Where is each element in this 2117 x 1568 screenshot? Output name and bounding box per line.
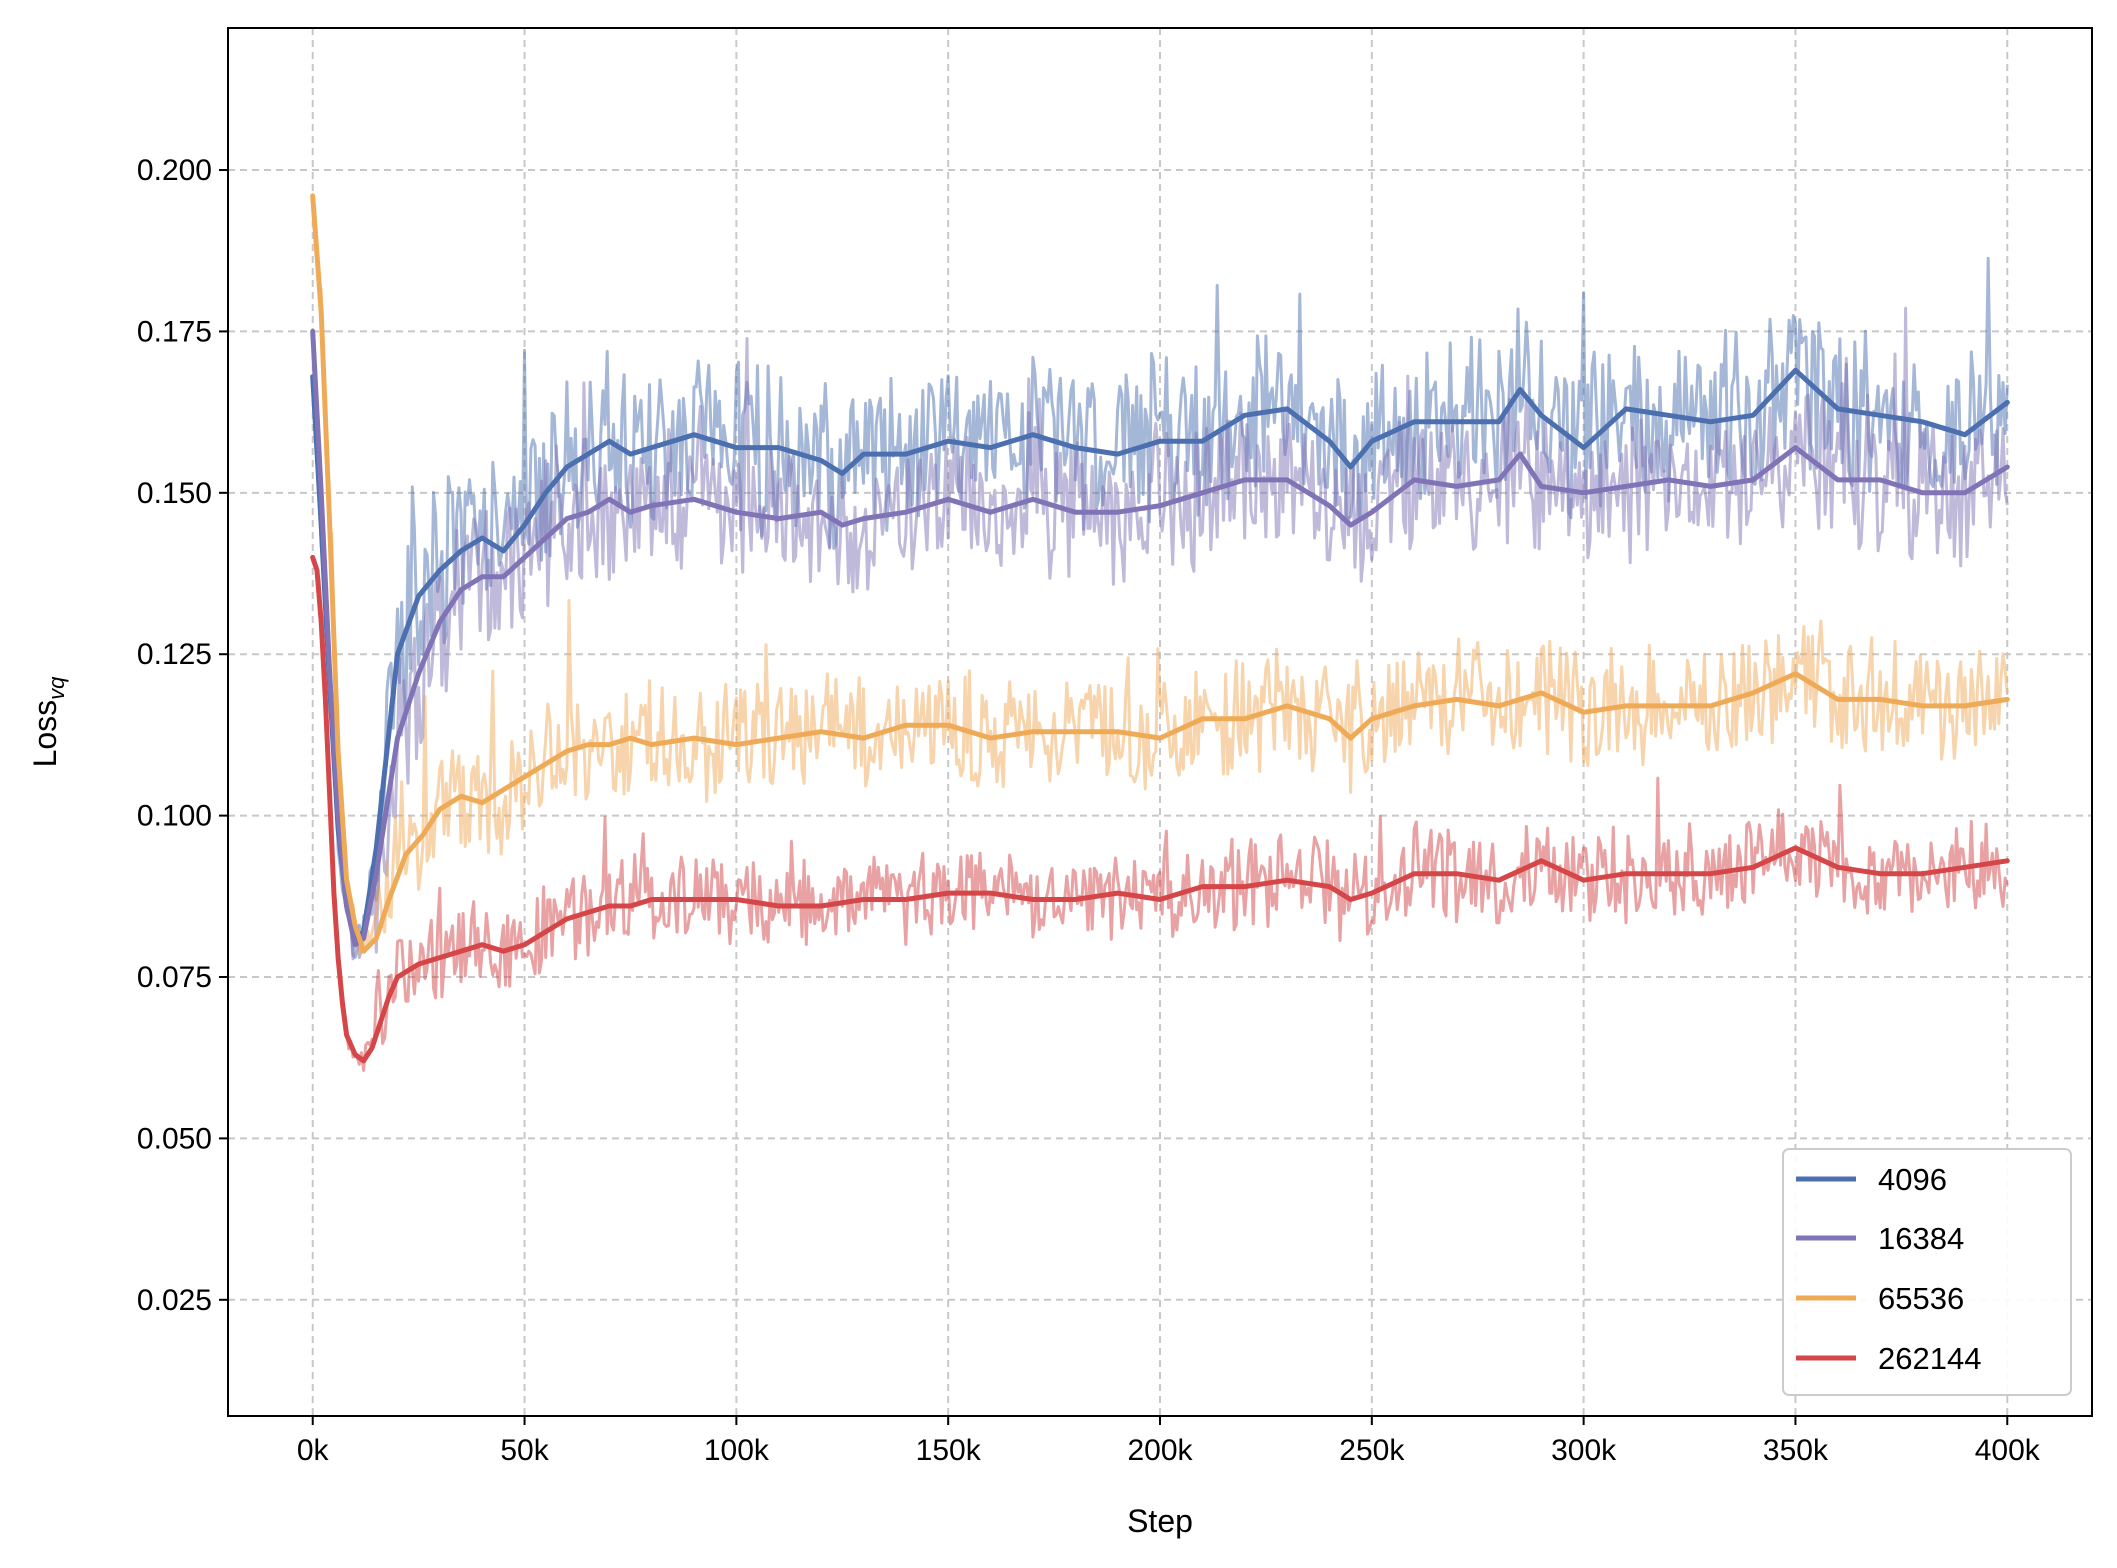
x-tick-label: 300k: [1551, 1434, 1617, 1467]
legend-label: 16384: [1878, 1221, 1964, 1256]
y-tick-label: 0.050: [137, 1122, 212, 1155]
y-tick-label: 0.075: [137, 961, 212, 994]
legend-item: 16384: [1796, 1221, 1964, 1256]
y-axis-title: Lossvq: [27, 676, 69, 768]
x-tick-label: 400k: [1975, 1434, 2041, 1467]
x-tick-label: 50k: [500, 1434, 549, 1467]
x-axis-title: Step: [1127, 1503, 1193, 1539]
smoothed-series-line: [310, 554, 2010, 1064]
legend-label: 65536: [1878, 1281, 1964, 1316]
smoothed-series-line: [310, 328, 2010, 948]
x-tick-label: 200k: [1127, 1434, 1193, 1467]
legend-item: 4096: [1796, 1162, 1947, 1197]
x-tick-label: 100k: [704, 1434, 770, 1467]
y-tick-label: 0.150: [137, 477, 212, 510]
y-tick-label: 0.025: [137, 1284, 212, 1317]
legend-label: 4096: [1878, 1162, 1947, 1197]
raw-series-line: [311, 306, 2009, 961]
raw-series-layer: [311, 205, 2009, 1072]
y-tick-label: 0.200: [137, 154, 212, 187]
legend: 4096 16384 65536 262144: [1782, 1148, 2072, 1396]
y-axis-title-main: Loss: [27, 700, 63, 768]
y-tick-label: 0.125: [137, 638, 212, 671]
legend-frame: [1782, 1148, 2072, 1396]
y-axis-title-subscript: vq: [44, 676, 69, 700]
x-tick-label: 250k: [1339, 1434, 1405, 1467]
x-axis: 0k 50k 100k 150k 200k 250k 300k 350k 400k: [297, 1416, 2041, 1467]
raw-series-line: [311, 205, 2009, 956]
legend-item: 65536: [1796, 1281, 1964, 1316]
legend-label: 262144: [1878, 1341, 1981, 1376]
x-tick-label: 150k: [916, 1434, 982, 1467]
y-tick-label: 0.175: [137, 315, 212, 348]
smoothed-series-line: [310, 193, 2010, 954]
smoothed-series-line: [310, 367, 2010, 941]
smoothed-series-layer: [310, 193, 2010, 1064]
x-tick-label: 0k: [297, 1434, 330, 1467]
y-tick-label: 0.100: [137, 800, 212, 833]
legend-item: 262144: [1796, 1341, 1981, 1376]
y-axis: 0.025 0.050 0.075 0.100 0.125 0.150 0.175 0.200: [137, 154, 228, 1317]
raw-series-line: [312, 560, 2009, 1072]
x-tick-label: 350k: [1763, 1434, 1829, 1467]
raw-series-line: [311, 256, 2009, 959]
